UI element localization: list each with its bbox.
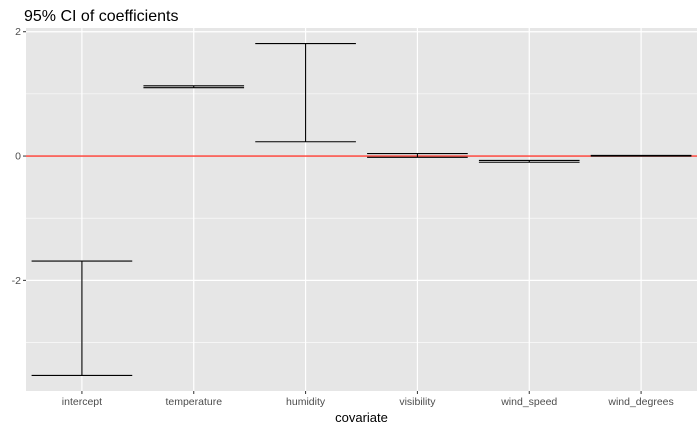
x-tick-label: wind_degrees: [607, 396, 673, 408]
x-axis: intercept temperature humidity visibility wi…: [62, 391, 674, 408]
error-bar-temperature: [143, 85, 245, 89]
x-axis-title: covariate: [335, 410, 388, 425]
error-bar-wind_degrees: [590, 154, 692, 157]
x-tick-label: visibility: [399, 396, 436, 408]
error-bars: [31, 42, 692, 377]
x-tick-label: intercept: [62, 396, 102, 408]
y-tick-label: 2: [15, 26, 21, 38]
x-tick-label: humidity: [286, 396, 326, 408]
chart-title: 95% CI of coefficients: [24, 8, 178, 25]
error-bar-intercept: [31, 260, 133, 377]
y-axis: -2 0 2: [12, 26, 26, 287]
error-bar-visibility: [367, 153, 468, 158]
y-tick-label: -2: [12, 275, 21, 287]
y-tick-label: 0: [15, 151, 21, 163]
error-bar-humidity: [255, 42, 356, 143]
plot-panel: [26, 28, 697, 391]
error-bar-wind_speed: [478, 159, 580, 163]
x-tick-label: wind_speed: [500, 396, 557, 408]
x-tick-label: temperature: [165, 396, 222, 408]
